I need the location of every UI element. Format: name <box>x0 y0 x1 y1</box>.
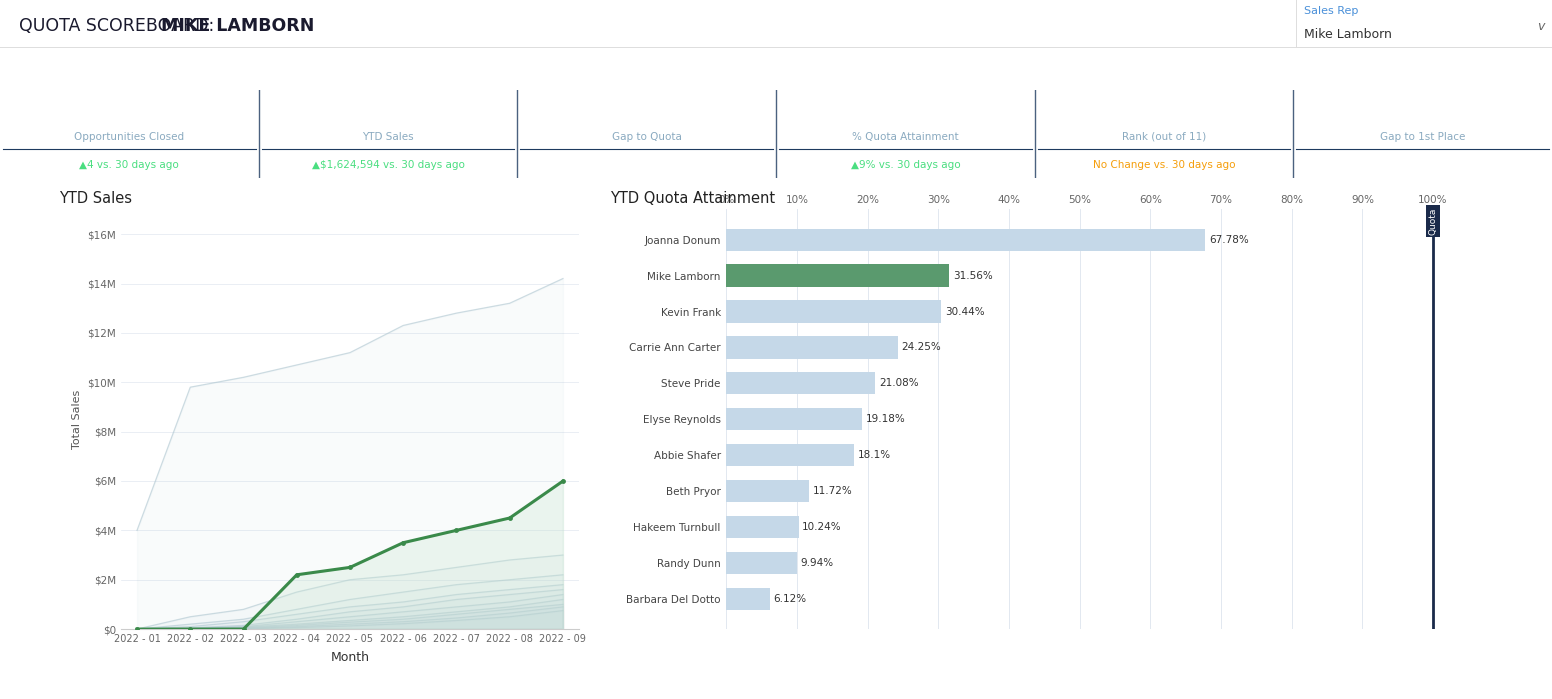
Text: 2: 2 <box>1156 103 1172 127</box>
Text: 21.08%: 21.08% <box>878 378 919 389</box>
Text: Quota: $19,000,000: Quota: $19,000,000 <box>489 62 650 76</box>
Bar <box>726 408 861 431</box>
Bar <box>726 444 854 466</box>
Text: 6.12%: 6.12% <box>773 594 805 604</box>
Text: QUOTA SCOREBOARD:: QUOTA SCOREBOARD: <box>19 17 219 36</box>
Text: ▲9% vs. 30 days ago: ▲9% vs. 30 days ago <box>850 160 961 170</box>
Text: No Change vs. 30 days ago: No Change vs. 30 days ago <box>1093 160 1235 170</box>
Text: Gap to 1st Place: Gap to 1st Place <box>1380 131 1465 142</box>
X-axis label: Month: Month <box>331 651 369 664</box>
Text: 12: 12 <box>113 103 146 127</box>
Text: 30.44%: 30.44% <box>945 306 984 317</box>
Text: % Quota Attainment: % Quota Attainment <box>852 131 959 142</box>
Bar <box>726 336 897 359</box>
Text: ▲4 vs. 30 days ago: ▲4 vs. 30 days ago <box>79 160 178 170</box>
Text: $6,880,852: $6,880,852 <box>1347 103 1498 127</box>
Bar <box>726 373 875 394</box>
Text: Quota: Quota <box>1428 208 1437 235</box>
Text: ▲$1,624,594 vs. 30 days ago: ▲$1,624,594 vs. 30 days ago <box>312 160 464 170</box>
Text: $13,003,383: $13,003,383 <box>563 103 729 127</box>
Bar <box>726 301 942 323</box>
Y-axis label: Total Sales: Total Sales <box>71 389 82 449</box>
Text: Mike Lamborn: Mike Lamborn <box>1304 28 1392 41</box>
Text: Sales Rep: Sales Rep <box>1304 6 1358 15</box>
Bar <box>726 516 799 538</box>
Text: 11.72%: 11.72% <box>813 486 852 496</box>
Text: v: v <box>1538 20 1544 33</box>
Bar <box>726 588 770 610</box>
Text: 31.56%: 31.56% <box>953 271 993 280</box>
Text: 10.24%: 10.24% <box>802 522 841 532</box>
Bar <box>726 229 1206 251</box>
Text: $5,996,617: $5,996,617 <box>314 103 462 127</box>
Text: 31.56%: 31.56% <box>857 103 954 127</box>
Text: 9.94%: 9.94% <box>801 558 833 568</box>
Text: 24.25%: 24.25% <box>902 343 941 352</box>
Text: 19.18%: 19.18% <box>866 415 905 424</box>
Text: MIKE LAMBORN: MIKE LAMBORN <box>161 17 315 36</box>
Text: 18.1%: 18.1% <box>858 450 891 460</box>
Text: YTD Quota Attainment: YTD Quota Attainment <box>610 191 774 206</box>
Bar <box>726 552 796 574</box>
Text: Gap to Quota: Gap to Quota <box>611 131 681 142</box>
Text: 67.78%: 67.78% <box>1209 235 1249 245</box>
Bar <box>726 264 950 287</box>
Text: Rank (out of 11): Rank (out of 11) <box>1122 131 1206 142</box>
Bar <box>726 480 809 503</box>
Text: YTD Sales: YTD Sales <box>362 131 414 142</box>
Text: Opportunities Closed: Opportunities Closed <box>74 131 185 142</box>
Text: YTD Sales: YTD Sales <box>59 191 132 206</box>
